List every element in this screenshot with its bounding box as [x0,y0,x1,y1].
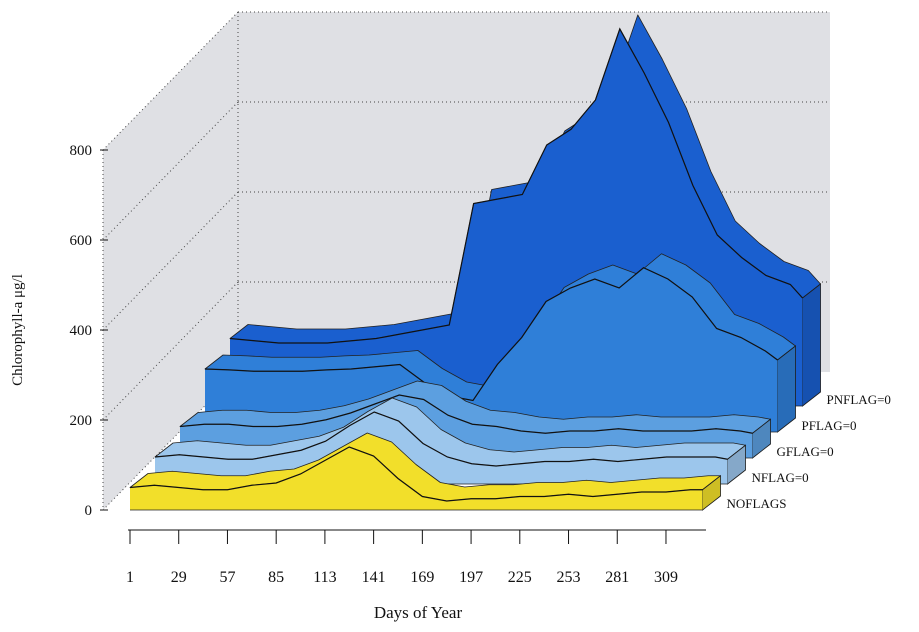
series-line [179,394,753,434]
x-tick-label: 85 [268,569,284,586]
grid-connector [102,191,239,331]
x-tick-label: 169 [410,569,434,586]
y-axis-label: Chlorophyll-a μg/l [10,274,26,386]
legend-label: PNFLAG=0 [827,392,891,407]
x-tick-label: 1 [126,569,134,586]
ribbon-end [777,345,796,433]
x-tick-label: 197 [459,569,483,586]
series-line [229,27,803,344]
x-tick-label: 225 [508,569,532,586]
ribbon-face [205,267,778,432]
legend-label: NOFLAGS [727,496,787,511]
y-tick-label: 800 [70,143,93,159]
grid-connector [102,101,239,241]
series-line [154,411,728,467]
y-tick-label: 0 [85,503,93,519]
x-tick-label: 113 [313,569,336,586]
x-tick-label: 253 [557,569,581,586]
legend-label: GFLAG=0 [777,444,834,459]
legend-label: PFLAG=0 [802,418,857,433]
x-tick-label: 309 [654,569,678,586]
grid-connector [102,281,239,421]
x-axis-label: Days of Year [374,603,463,622]
y-tick-label: 600 [70,233,93,249]
grid-connector [102,11,239,151]
x-tick-label: 57 [219,569,235,586]
ribbon-face [155,412,728,484]
y-tick-label: 200 [70,413,93,429]
x-tick-label: 29 [171,569,187,586]
x-tick-label: 281 [605,569,629,586]
y-tick-label: 400 [70,323,93,339]
series-line [204,267,778,402]
legend-label: NFLAG=0 [752,470,809,485]
ribbon-face [130,447,703,510]
series-line [129,446,703,502]
x-tick-label: 141 [362,569,386,586]
ribbon-end [802,283,821,407]
